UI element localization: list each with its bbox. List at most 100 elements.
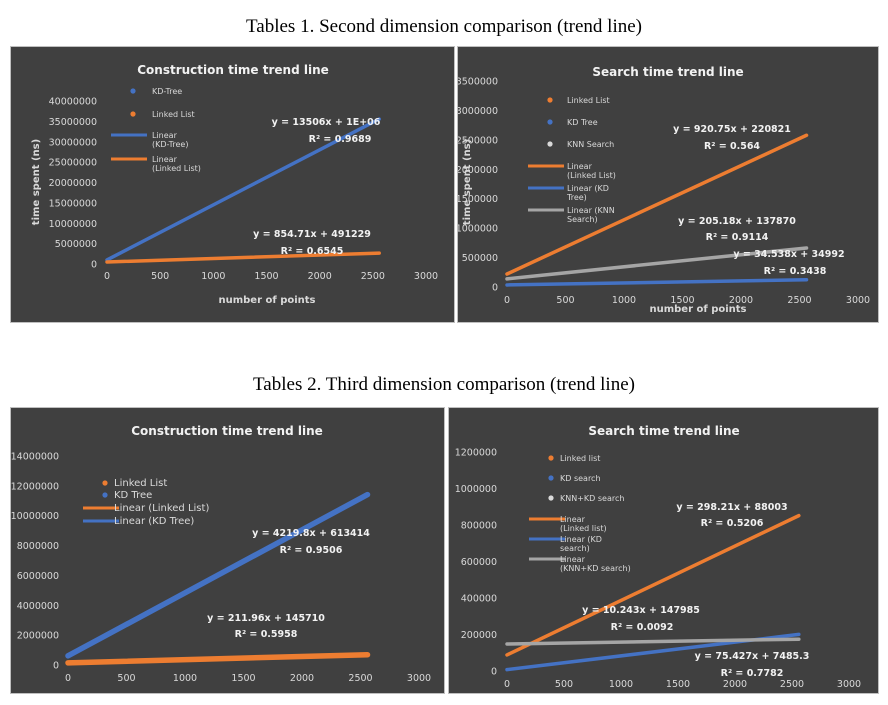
trend-line-kd-tree bbox=[105, 117, 381, 262]
x-tick-label: 500 bbox=[555, 679, 573, 690]
x-tick-label: 2000 bbox=[723, 679, 747, 690]
legend-marker bbox=[547, 119, 553, 125]
y-tick-label: 400000 bbox=[461, 594, 497, 605]
chart-svg: Construction time trend line 0 2000000 4000… bbox=[11, 424, 431, 684]
x-tick-label: 500 bbox=[117, 673, 135, 684]
legend-label: KD Tree bbox=[114, 490, 152, 501]
trend-equation: y = 10.243x + 147985 bbox=[582, 605, 700, 616]
trend-r-squared: R² = 0.7782 bbox=[721, 668, 784, 679]
y-tick-label: 12000000 bbox=[11, 481, 59, 492]
chart-svg: Search time trend line 0 500000 1000000 1500… bbox=[458, 65, 870, 315]
trend-line-linked-list bbox=[65, 651, 371, 666]
y-tick-label: 4000000 bbox=[17, 601, 59, 612]
trend-r-squared: R² = 0.9506 bbox=[280, 545, 343, 556]
y-tick-label: 3500000 bbox=[458, 77, 498, 88]
legend-label: Linked List bbox=[114, 478, 167, 489]
x-tick-label: 2000 bbox=[729, 295, 753, 306]
x-tick-label: 0 bbox=[104, 271, 110, 282]
legend-label: Linked list bbox=[560, 454, 600, 463]
x-tick-label: 1000 bbox=[612, 295, 636, 306]
legend-label: KNN Search bbox=[567, 140, 614, 149]
legend-label: Linear (KD Tree) bbox=[566, 184, 609, 202]
y-tick-label: 0 bbox=[491, 667, 497, 678]
chart-title: Construction time trend line bbox=[137, 63, 329, 77]
chart-panel-search-3d: Search time trend line 0 200000 400000 60000… bbox=[448, 407, 879, 694]
legend-marker bbox=[130, 111, 136, 117]
y-tick-label: 0 bbox=[91, 260, 97, 271]
x-tick-label: 0 bbox=[65, 673, 71, 684]
x-tick-label: 1000 bbox=[173, 673, 197, 684]
y-tick-label: 20000000 bbox=[49, 178, 97, 189]
y-tick-label: 3000000 bbox=[458, 106, 498, 117]
y-tick-label: 2000000 bbox=[17, 631, 59, 642]
trend-line-linked-list bbox=[105, 251, 381, 264]
chart-svg: Construction time trend line 0 5000000 1000… bbox=[31, 63, 438, 306]
y-tick-label: 200000 bbox=[461, 630, 497, 641]
legend-label: KD-Tree bbox=[152, 87, 182, 96]
legend-label: Linear (KNN+KD search) bbox=[560, 555, 631, 573]
caption-table-2: Tables 2. Third dimension comparison (tr… bbox=[253, 374, 635, 395]
legend-label: Linked List bbox=[567, 96, 610, 105]
x-tick-label: 3000 bbox=[414, 271, 438, 282]
trend-r-squared: R² = 0.564 bbox=[704, 141, 760, 152]
y-tick-label: 30000000 bbox=[49, 137, 97, 148]
y-tick-label: 1000000 bbox=[455, 484, 497, 495]
y-tick-label: 2000000 bbox=[458, 165, 498, 176]
trend-equation: y = 205.18x + 137870 bbox=[678, 216, 796, 227]
caption-table-1: Tables 1. Second dimension comparison (t… bbox=[246, 16, 642, 37]
trend-equation: y = 13506x + 1E+06 bbox=[272, 117, 381, 128]
trend-r-squared: R² = 0.9689 bbox=[309, 134, 372, 145]
y-tick-label: 0 bbox=[492, 283, 498, 294]
y-tick-label: 1500000 bbox=[458, 194, 498, 205]
trend-line-linked-list bbox=[505, 513, 801, 657]
legend-label: Linear (Linked List) bbox=[567, 162, 616, 180]
trend-r-squared: R² = 0.5958 bbox=[235, 629, 298, 640]
trend-line-linked-list bbox=[505, 133, 809, 276]
x-tick-label: 2500 bbox=[787, 295, 811, 306]
y-tick-label: 40000000 bbox=[49, 97, 97, 108]
chart-title: Search time trend line bbox=[592, 65, 743, 79]
y-tick-label: 600000 bbox=[461, 557, 497, 568]
trend-line-kd-tree bbox=[65, 491, 371, 659]
x-tick-label: 500 bbox=[556, 295, 574, 306]
chart-panel-construction-2d: Construction time trend line 0 5000000 1000… bbox=[10, 46, 455, 323]
chart-svg: Search time trend line 0 200000 400000 60000… bbox=[455, 424, 861, 690]
x-tick-label: 2000 bbox=[290, 673, 314, 684]
legend-label: KD search bbox=[560, 474, 601, 483]
y-tick-label: 10000000 bbox=[11, 511, 59, 522]
legend-marker bbox=[102, 492, 108, 498]
trend-equation: y = 854.71x + 491229 bbox=[253, 229, 371, 240]
chart-title: Construction time trend line bbox=[131, 424, 323, 438]
y-tick-label: 0 bbox=[53, 661, 59, 672]
legend-label: Linear (Linked list) bbox=[560, 515, 607, 533]
trend-line-knn-search bbox=[505, 246, 809, 281]
x-tick-label: 0 bbox=[504, 295, 510, 306]
y-tick-label: 1200000 bbox=[455, 448, 497, 459]
y-tick-label: 25000000 bbox=[49, 158, 97, 169]
x-tick-label: 1500 bbox=[231, 673, 255, 684]
x-tick-label: 3000 bbox=[846, 295, 870, 306]
legend-label: Linear (KD-Tree) bbox=[152, 131, 188, 149]
x-tick-label: 1000 bbox=[609, 679, 633, 690]
x-tick-label: 1000 bbox=[201, 271, 225, 282]
y-tick-label: 1000000 bbox=[458, 224, 498, 235]
trend-equation: y = 4219.8x + 613414 bbox=[252, 528, 370, 539]
legend-marker bbox=[548, 475, 554, 481]
legend-marker bbox=[548, 455, 554, 461]
legend-marker bbox=[102, 480, 108, 486]
y-tick-label: 500000 bbox=[462, 253, 498, 264]
legend-label: Linear (Linked List) bbox=[152, 155, 201, 173]
x-tick-label: 2500 bbox=[361, 271, 385, 282]
legend-label: KNN+KD search bbox=[560, 494, 624, 503]
trend-equation: y = 34.538x + 34992 bbox=[733, 249, 844, 260]
trend-r-squared: R² = 0.9114 bbox=[706, 232, 769, 243]
trend-equation: y = 298.21x + 88003 bbox=[676, 502, 787, 513]
trend-equation: y = 211.96x + 145710 bbox=[207, 613, 325, 624]
y-tick-label: 6000000 bbox=[17, 571, 59, 582]
legend-label: Linear (Linked List) bbox=[114, 503, 209, 514]
x-tick-label: 1500 bbox=[666, 679, 690, 690]
trend-line-knn-kd-search bbox=[505, 637, 801, 646]
chart-title: Search time trend line bbox=[588, 424, 739, 438]
x-tick-label: 2000 bbox=[308, 271, 332, 282]
x-tick-label: 3000 bbox=[837, 679, 861, 690]
